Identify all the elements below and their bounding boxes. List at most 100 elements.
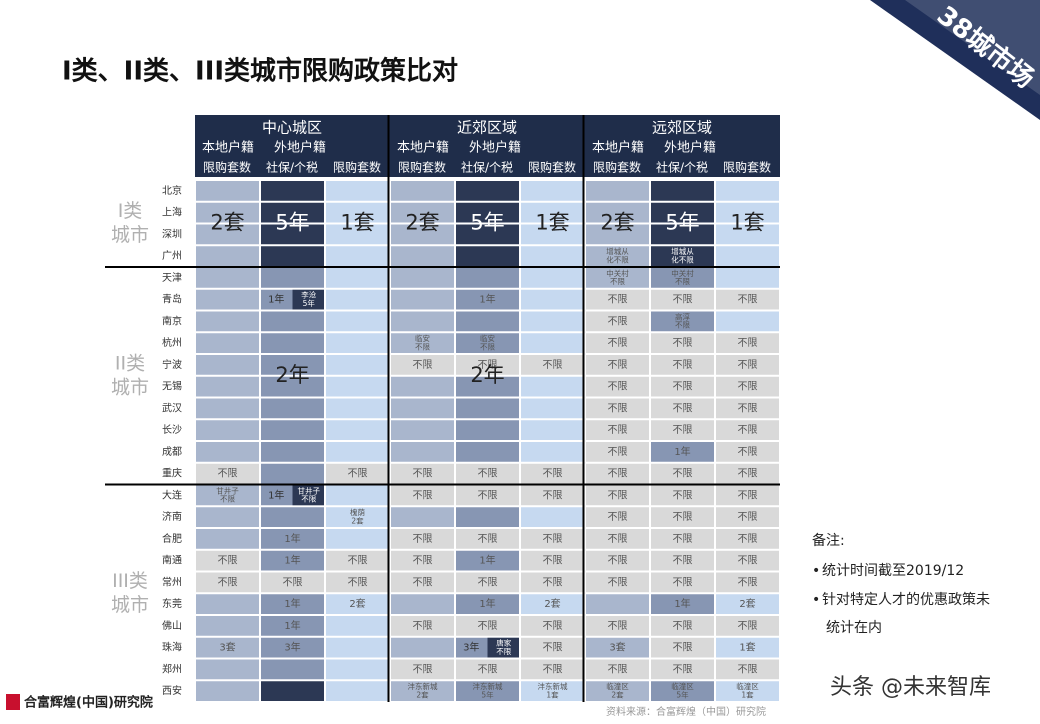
- cell: [326, 485, 389, 506]
- city-label: 无锡: [162, 380, 182, 393]
- cell: [651, 202, 714, 223]
- cell-text: 不限: [738, 620, 758, 632]
- cell: [651, 398, 714, 419]
- cell-split: [292, 289, 324, 310]
- cell: [456, 311, 519, 332]
- col-header: 限购套数: [528, 160, 576, 175]
- cell: [521, 311, 584, 332]
- col-header: 限购套数: [333, 160, 381, 175]
- cell: [456, 463, 519, 484]
- cell: [261, 572, 324, 593]
- group-label: 城市: [111, 376, 149, 398]
- cell: [391, 398, 454, 419]
- cell-text: 2套: [544, 597, 560, 610]
- cell: [261, 355, 324, 375]
- cell-text: 不限: [738, 381, 758, 393]
- cell-text: 不限: [738, 337, 758, 349]
- cell: [521, 594, 584, 614]
- cell: [521, 659, 584, 680]
- cell-text: 沣东新城 2套: [408, 681, 438, 699]
- cell-text: 不限: [543, 533, 563, 545]
- cell-text: 不限: [738, 468, 758, 480]
- cell-text: 不限: [673, 533, 693, 545]
- cell: [716, 507, 779, 527]
- big-label: 2年: [275, 363, 309, 387]
- cell: [391, 246, 454, 266]
- cell: [196, 463, 259, 484]
- cell: [651, 355, 714, 375]
- cell-text: 不限: [738, 424, 758, 436]
- cell: [651, 224, 714, 245]
- cell-split: [487, 637, 519, 658]
- cell: [391, 637, 454, 658]
- cell: [261, 224, 324, 245]
- cell-text: 不限: [608, 511, 628, 523]
- cell-text: 不限: [673, 402, 693, 414]
- cell-text: 不限: [738, 489, 758, 501]
- cell: [326, 637, 389, 658]
- cell: [391, 572, 454, 593]
- cell-text: 不限: [543, 620, 563, 632]
- cell-text: 沣东新城 1套: [538, 681, 568, 699]
- cell: [261, 442, 324, 462]
- cell-text: 不限: [608, 402, 628, 414]
- cell-text: 不限: [608, 489, 628, 501]
- cell: [521, 637, 584, 658]
- cell: [521, 376, 584, 397]
- city-label: 郑州: [162, 662, 182, 675]
- cell: [391, 529, 454, 549]
- cell: [716, 594, 779, 614]
- col-header: 限购套数: [203, 160, 251, 175]
- col-header: 限购套数: [593, 160, 641, 175]
- col-header: 限购套数: [398, 160, 446, 175]
- big-label: 5年: [470, 211, 504, 235]
- cell: [651, 442, 714, 462]
- cell-text: 不限: [543, 489, 563, 501]
- cell-text: 不限: [478, 489, 498, 501]
- cell: [586, 681, 649, 701]
- cell-text: 不限: [738, 533, 758, 545]
- cell: [586, 398, 649, 419]
- cell-text: 不限: [218, 576, 238, 588]
- cell: [196, 311, 259, 332]
- cell-text: 临安不限: [415, 333, 430, 351]
- cell-text: 不限: [608, 620, 628, 632]
- cell: [651, 246, 714, 266]
- cell: [651, 268, 714, 288]
- cell: [391, 659, 454, 680]
- cell: [261, 202, 324, 223]
- cell: [716, 202, 779, 223]
- cell: [196, 224, 259, 245]
- sub-header: 本地户籍: [397, 140, 449, 156]
- cell-text: 甘井子不限: [298, 485, 321, 503]
- big-label: 1套: [535, 211, 569, 235]
- cell: [391, 616, 454, 636]
- cell: [326, 463, 389, 484]
- cell-text: 1年: [479, 597, 495, 610]
- cell-text: 不限: [738, 511, 758, 523]
- cell: [326, 659, 389, 680]
- cell-text: 不限: [673, 424, 693, 436]
- cell-text: 2套: [349, 597, 365, 610]
- cell: [391, 681, 454, 701]
- cell: [651, 289, 714, 310]
- note-bullet: •: [812, 592, 820, 608]
- cell-text: 甘井子不限: [216, 485, 239, 503]
- city-label: 济南: [162, 510, 182, 523]
- cell: [521, 268, 584, 288]
- cell: [456, 616, 519, 636]
- cell-text: 不限: [673, 381, 693, 393]
- cell-text: 不限: [413, 663, 433, 675]
- cell-split: [292, 485, 324, 506]
- cell: [716, 616, 779, 636]
- cell: [651, 594, 714, 614]
- big-label: 5年: [275, 211, 309, 235]
- city-label: 西安: [162, 684, 182, 697]
- cell-text: 不限: [348, 555, 368, 567]
- cell: [651, 333, 714, 353]
- cell-text: 不限: [608, 533, 628, 545]
- cell: [196, 616, 259, 636]
- city-label: 杭州: [162, 336, 182, 349]
- cell: [196, 268, 259, 288]
- cell: [261, 550, 324, 571]
